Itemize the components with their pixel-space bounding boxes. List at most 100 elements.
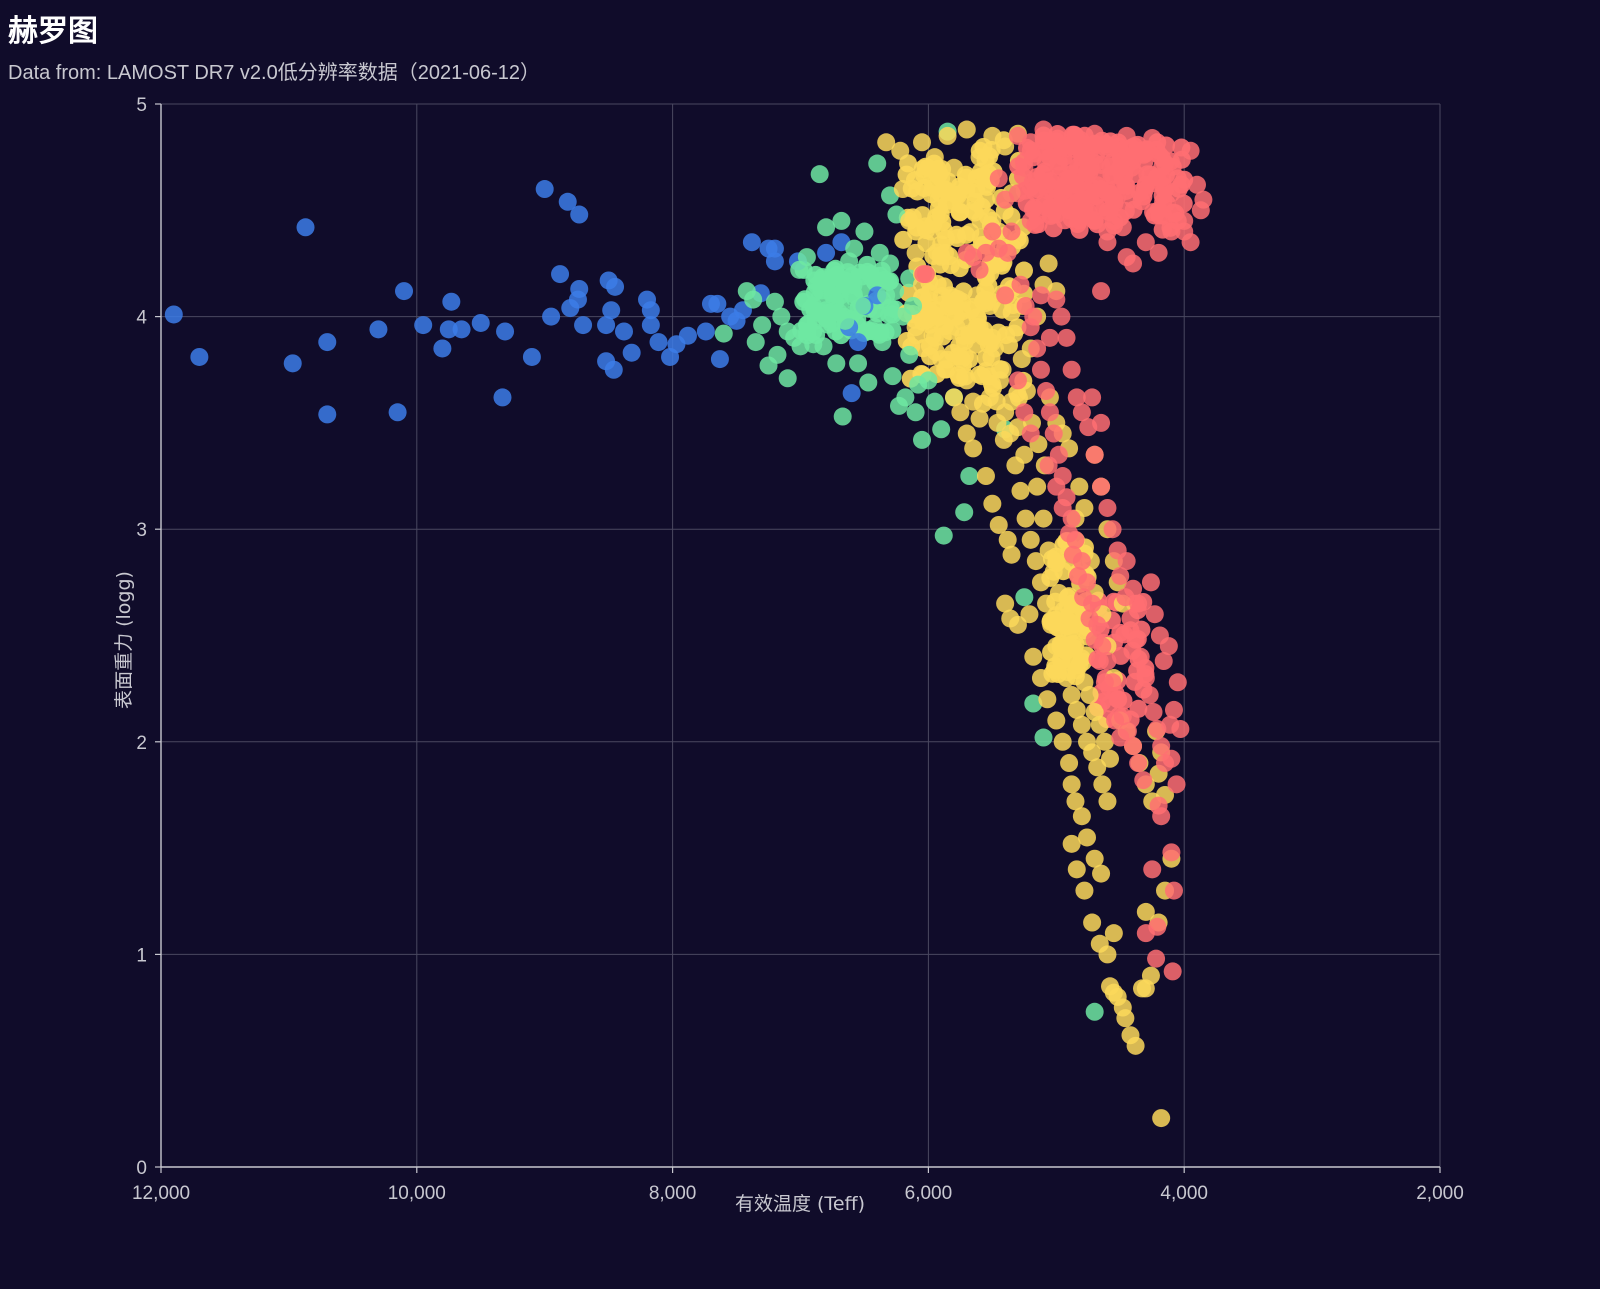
cloud-point-red (1044, 219, 1063, 238)
y-tick-label: 3 (136, 520, 147, 541)
data-point-green (836, 311, 855, 330)
data-point-green (1085, 1002, 1104, 1021)
data-point-yellow (929, 190, 948, 209)
data-point-yellow (970, 148, 989, 167)
x-tick-label: 4,000 (1160, 1183, 1208, 1204)
data-point-red (1121, 609, 1140, 628)
data-point-red (1080, 609, 1099, 628)
data-point-blue (558, 192, 577, 211)
data-point-yellow (951, 403, 970, 422)
data-point-yellow (1136, 902, 1155, 921)
data-point-green (955, 503, 974, 522)
data-point-yellow (983, 494, 1002, 513)
data-point-yellow (1067, 700, 1086, 719)
y-tick-label: 5 (136, 95, 147, 116)
data-point-yellow (1024, 647, 1043, 666)
data-point-red (1047, 477, 1066, 496)
data-point-red (1131, 647, 1150, 666)
data-point-yellow (1072, 715, 1091, 734)
data-point-red (1085, 630, 1104, 649)
data-point-red (1149, 201, 1168, 220)
data-point-red (1053, 498, 1072, 517)
y-axis-title: 表面重力 (logg) (113, 571, 135, 709)
data-point-yellow (1038, 690, 1057, 709)
data-point-yellow (1062, 775, 1081, 794)
data-point-blue (649, 333, 668, 352)
data-point-red (1098, 233, 1117, 252)
y-tick-label: 0 (136, 1158, 147, 1179)
data-point-yellow (1034, 509, 1053, 528)
data-point-red (916, 265, 935, 284)
data-point-yellow (964, 439, 983, 458)
data-point-yellow (1101, 749, 1120, 768)
data-point-red (1057, 328, 1076, 347)
data-point-yellow (1049, 583, 1068, 602)
data-point-blue (570, 279, 589, 298)
data-point-green (768, 345, 787, 364)
data-point-red (1095, 673, 1114, 692)
data-point-red (1053, 137, 1072, 156)
data-point-red (1034, 120, 1053, 139)
data-point-yellow (1067, 860, 1086, 879)
data-point-blue (471, 313, 490, 332)
data-point-blue (817, 243, 836, 262)
data-point-yellow (900, 211, 919, 230)
data-point-yellow (944, 388, 963, 407)
cloud-point-red (1129, 699, 1148, 718)
data-point-green (827, 354, 846, 373)
data-point-green (804, 335, 823, 354)
data-point-red (996, 190, 1015, 209)
data-point-yellow (1039, 541, 1058, 560)
data-point-yellow (970, 409, 989, 428)
data-point-yellow (960, 324, 979, 343)
data-point-yellow (998, 530, 1017, 549)
data-point-green (934, 526, 953, 545)
data-point-red (989, 239, 1008, 258)
data-point-red (1168, 169, 1187, 188)
data-point-red (1147, 949, 1166, 968)
data-point-red (1074, 588, 1093, 607)
data-point-red (1002, 222, 1021, 241)
data-point-red (1111, 728, 1130, 747)
data-point-green (849, 354, 868, 373)
data-point-yellow (1098, 792, 1117, 811)
data-point-yellow (1053, 732, 1072, 751)
data-point-green (746, 333, 765, 352)
data-point-red (1111, 158, 1130, 177)
data-point-yellow (1008, 615, 1027, 634)
data-point-red (996, 286, 1015, 305)
data-point-yellow (968, 286, 987, 305)
data-point-red (1069, 566, 1088, 585)
data-point-yellow (1016, 509, 1035, 528)
data-point-red (1134, 771, 1153, 790)
data-point-red (1037, 382, 1056, 401)
data-point-yellow (1116, 1009, 1135, 1028)
data-point-blue (765, 252, 784, 271)
data-point-red (1162, 843, 1181, 862)
data-point-yellow (1011, 481, 1030, 500)
x-tick-label: 10,000 (388, 1183, 446, 1204)
data-point-green (823, 286, 842, 305)
data-point-red (1083, 388, 1102, 407)
data-point-red (1092, 282, 1111, 301)
data-point-red (1063, 545, 1082, 564)
data-point-yellow (1070, 477, 1089, 496)
data-point-blue (433, 339, 452, 358)
y-tick-label: 4 (136, 308, 147, 329)
data-point-yellow (1075, 498, 1094, 517)
data-point-red (1156, 154, 1175, 173)
data-point-red (1015, 158, 1034, 177)
grid-lines (161, 103, 1441, 1167)
data-point-red (1062, 360, 1081, 379)
data-point-yellow (957, 120, 976, 139)
data-point-yellow (932, 350, 951, 369)
data-point-blue (606, 277, 625, 296)
data-point-red (1072, 403, 1091, 422)
data-point-red (1124, 737, 1143, 756)
data-point-red (1044, 424, 1063, 443)
data-point-yellow (1080, 686, 1099, 705)
data-point-yellow (1126, 1036, 1145, 1055)
data-point-yellow (1141, 966, 1160, 985)
data-point-green (1034, 728, 1053, 747)
data-point-blue (604, 360, 623, 379)
